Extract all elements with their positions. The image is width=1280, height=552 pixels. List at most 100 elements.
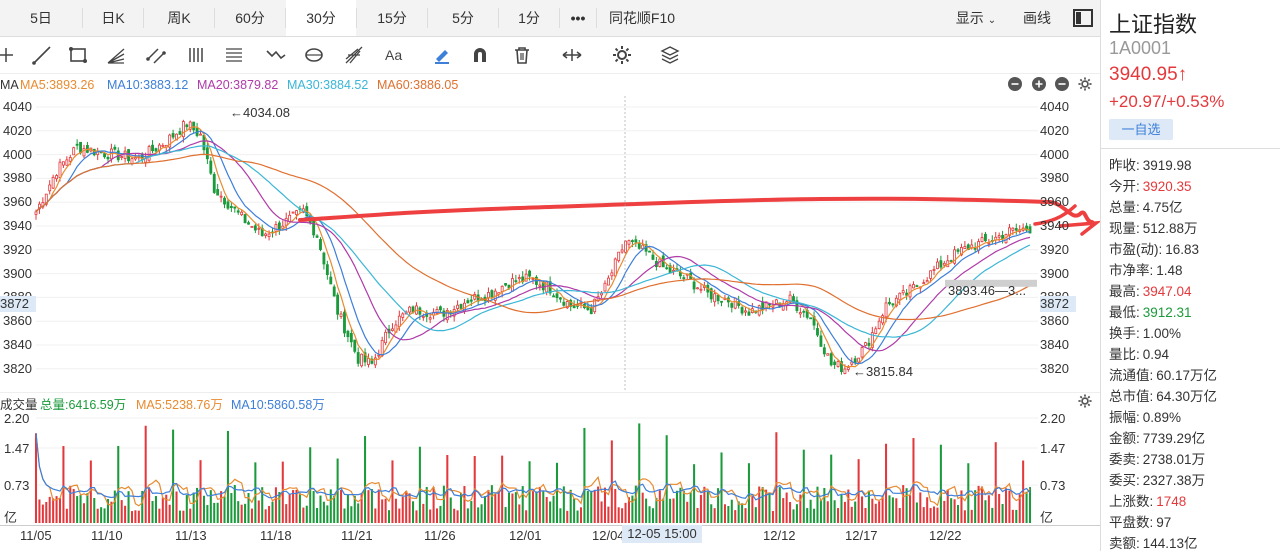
wave-tool-icon[interactable] [262,41,290,69]
volume-bar [480,504,483,523]
ma10-line [35,130,1031,365]
candle-body [490,290,494,298]
trash-icon[interactable] [508,41,536,69]
volume-bar [141,490,144,523]
tab-daily-k[interactable]: 日K [101,10,125,26]
volume-bar [905,488,908,523]
volume-bar [648,506,651,523]
ma-legend-row: MA MA5:3893.26 MA10:3883.12 MA20:3879.82… [0,74,1100,96]
volume-settings-icon[interactable] [1077,393,1093,412]
cycle-tool-icon[interactable] [300,41,328,69]
zoom-out-icon[interactable] [1008,77,1022,94]
volume-bar [196,487,199,523]
volume-bar [1004,488,1008,523]
volume-bar [401,496,404,523]
candle-body [277,222,281,231]
volume-bar [459,492,463,523]
layers-icon[interactable] [656,41,684,69]
crosshair-icon[interactable] [0,41,20,69]
tab-30min[interactable]: 30分 [286,0,356,36]
candle-body [291,211,295,214]
tab-5day[interactable]: 5日 [30,10,52,26]
candle-body [517,277,521,280]
candle-body [963,246,967,249]
volume-bar [329,489,332,523]
chart-settings-icon[interactable] [1077,76,1093,95]
price-chart[interactable] [0,96,1100,392]
volume-total-legend: 总量:6416.59万 [40,398,127,412]
period-lines-icon[interactable] [182,41,210,69]
volume-bar [412,501,415,523]
candle-body [168,134,172,148]
move-horizontal-icon[interactable] [558,41,586,69]
volume-bar [398,508,401,523]
tab-more[interactable]: ••• [570,10,586,26]
volume-bar [672,498,675,523]
fibonacci-icon[interactable] [220,41,248,69]
price-change: +20.97/+0.53% [1109,92,1225,111]
tab-5min[interactable]: 5分 [452,10,474,26]
volume-bar [261,487,264,523]
stat-row: 委卖: 2738.01万 [1109,448,1205,468]
candle-body [247,222,250,225]
stat-label: 最高: [1109,284,1140,299]
volume-bar [470,501,473,523]
line-tool-icon[interactable] [28,41,56,69]
volume-bar [559,508,562,523]
volume-bar [134,510,137,523]
stat-label: 总市值: [1109,389,1154,404]
volume-bar [436,508,439,523]
volume-bar [826,501,829,523]
candle-body [901,290,905,294]
magnet-icon[interactable] [466,41,494,69]
price-axis-label: 4040 [3,99,32,114]
candle-body [846,367,850,370]
vol-axis-left-220: 2.20 [4,411,30,426]
candle-body [651,254,655,260]
volume-bar [79,494,82,523]
volume-chart[interactable] [0,410,1100,525]
volume-bar [785,492,788,523]
volume-bar [381,499,384,523]
draw-line-button[interactable]: 画线 [1023,10,1051,26]
tab-weekly-k[interactable]: 周K [167,10,191,26]
minimize-icon[interactable] [1055,77,1069,94]
add-watchlist-button[interactable]: 一自选 [1109,119,1173,140]
tab-15min[interactable]: 15分 [377,10,407,26]
candle-body [192,121,196,131]
volume-bar [984,500,987,523]
rectangle-tool-icon[interactable] [64,41,92,69]
zoom-in-icon[interactable] [1032,77,1046,94]
candle-body [672,269,675,272]
volume-bar [686,501,689,523]
volume-bar [209,490,212,523]
volume-bar [106,498,110,523]
candle-body [857,357,861,363]
candle-body [75,143,79,146]
volume-bar [843,501,846,523]
volume-bar [912,438,915,523]
tab-60min[interactable]: 60分 [235,10,265,26]
settings-gear-icon[interactable] [608,41,636,69]
panel-toggle-icon[interactable] [1068,0,1098,36]
volume-bar [933,506,936,523]
gann-tool-icon[interactable] [340,41,368,69]
tab-f10[interactable]: 同花顺F10 [608,10,676,26]
brush-icon[interactable] [428,41,456,69]
candle-body [1014,228,1018,231]
ma10-legend: MA10:3883.12 [107,78,189,92]
stat-row: 市盈(动): 16.83 [1109,238,1199,258]
fan-tool-icon[interactable] [102,41,130,69]
volume-bar [117,445,120,523]
candle-body [1004,234,1008,244]
channel-tool-icon[interactable] [142,41,170,69]
text-tool-icon[interactable]: Aa [380,41,408,69]
volume-bar [130,511,133,523]
volume-bar [240,504,243,523]
stat-row: 今开: 3920.35 [1109,175,1192,195]
tab-1min[interactable]: 1分 [518,10,540,26]
volume-bar [41,504,44,523]
volume-bar [76,496,79,523]
display-menu[interactable]: 显示 ⌄ [950,0,1002,36]
stat-label: 最低: [1109,305,1140,320]
